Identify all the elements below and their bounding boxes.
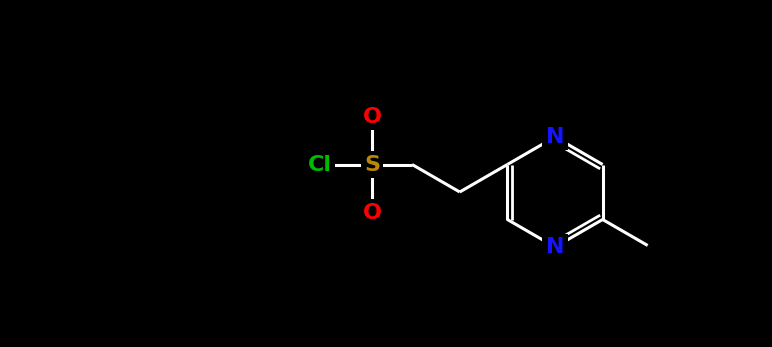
Text: S: S — [364, 154, 380, 175]
Text: O: O — [363, 203, 381, 222]
Text: Cl: Cl — [308, 154, 332, 175]
Text: O: O — [363, 107, 381, 127]
Text: N: N — [546, 127, 564, 147]
Text: N: N — [546, 237, 564, 257]
